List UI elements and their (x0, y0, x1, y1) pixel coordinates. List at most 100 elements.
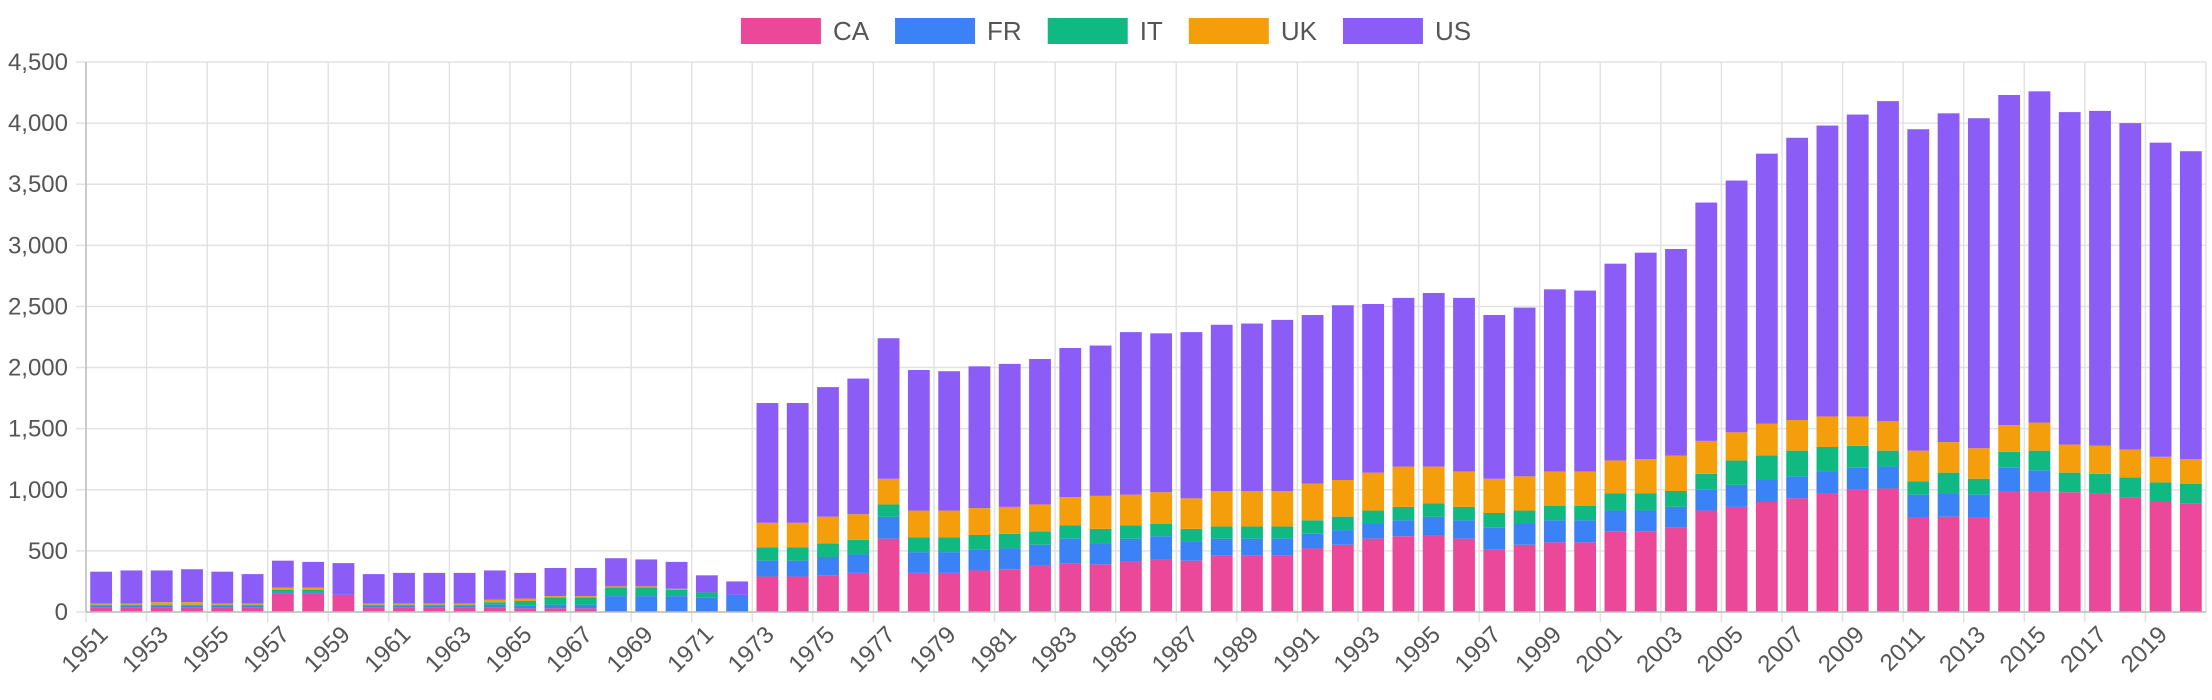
bar-us-1995[interactable] (1422, 293, 1445, 467)
bar-stack-1982[interactable] (1029, 359, 1051, 612)
bar-it-1986[interactable] (1150, 524, 1173, 537)
bar-it-1952[interactable] (120, 604, 143, 606)
bar-uk-2008[interactable] (1816, 416, 1839, 447)
bar-fr-1998[interactable] (1513, 524, 1536, 545)
bar-stack-2018[interactable] (2119, 123, 2142, 612)
bar-stack-1979[interactable] (938, 371, 961, 612)
bar-fr-1991[interactable] (1301, 533, 1324, 549)
bar-fr-1962[interactable] (423, 605, 446, 608)
bar-stack-1994[interactable] (1392, 297, 1415, 612)
bar-uk-1989[interactable] (1241, 491, 1263, 527)
bar-ca-1975[interactable] (817, 575, 839, 612)
bar-uk-1962[interactable] (423, 603, 446, 605)
bar-fr-1957[interactable] (271, 592, 294, 594)
bar-uk-2017[interactable] (2089, 445, 2111, 474)
bar-it-1990[interactable] (1271, 526, 1294, 539)
bar-uk-1967[interactable] (574, 596, 597, 598)
bar-uk-1966[interactable] (544, 596, 567, 598)
bar-us-2011[interactable] (1907, 129, 1930, 451)
bar-ca-1980[interactable] (968, 570, 991, 612)
bar-uk-1986[interactable] (1150, 492, 1173, 524)
bar-fr-1999[interactable] (1543, 520, 1566, 543)
bar-us-1968[interactable] (605, 558, 627, 587)
bar-it-1968[interactable] (605, 587, 627, 597)
bar-us-1956[interactable] (241, 574, 264, 604)
bar-ca-1993[interactable] (1362, 538, 1385, 612)
bar-uk-1993[interactable] (1362, 472, 1385, 511)
bar-uk-2019[interactable] (2149, 456, 2172, 483)
bar-stack-1970[interactable] (665, 561, 688, 612)
bar-ca-1963[interactable] (453, 607, 476, 612)
bar-uk-1978[interactable] (907, 510, 930, 538)
bar-us-1959[interactable] (332, 563, 355, 595)
bar-us-2001[interactable] (1604, 263, 1627, 461)
bar-ca-2014[interactable] (1998, 491, 2021, 612)
bar-us-2006[interactable] (1755, 153, 1778, 424)
bar-it-1957[interactable] (271, 590, 294, 593)
bar-ca-1979[interactable] (938, 572, 961, 612)
bar-us-1993[interactable] (1362, 304, 1385, 473)
bar-ca-2001[interactable] (1604, 531, 1627, 612)
bar-it-1962[interactable] (423, 604, 446, 606)
legend-item-ca[interactable]: CA (740, 16, 870, 46)
bar-it-1992[interactable] (1331, 516, 1354, 531)
bar-it-2005[interactable] (1725, 460, 1748, 485)
bar-ca-1983[interactable] (1059, 563, 1082, 612)
bar-uk-1981[interactable] (998, 506, 1021, 534)
bar-stack-1960[interactable] (362, 574, 385, 612)
bar-fr-1956[interactable] (241, 605, 264, 608)
bar-fr-2013[interactable] (1967, 494, 1990, 518)
bar-stack-2013[interactable] (1967, 118, 1990, 612)
bar-uk-2003[interactable] (1665, 455, 1687, 491)
bar-uk-1965[interactable] (514, 598, 537, 601)
bar-us-2010[interactable] (1877, 101, 1899, 422)
bar-us-1951[interactable] (90, 571, 113, 604)
bar-stack-1975[interactable] (817, 387, 839, 612)
bar-stack-1962[interactable] (423, 572, 446, 612)
bar-ca-1952[interactable] (120, 607, 143, 612)
bar-it-1973[interactable] (756, 547, 779, 561)
bar-stack-1993[interactable] (1362, 304, 1385, 612)
bar-fr-1961[interactable] (393, 605, 415, 608)
bar-it-2004[interactable] (1695, 473, 1718, 490)
bar-uk-1998[interactable] (1513, 476, 1536, 511)
bar-ca-1981[interactable] (998, 569, 1021, 612)
bar-ca-1990[interactable] (1271, 555, 1294, 612)
bar-us-1976[interactable] (847, 378, 870, 515)
bar-fr-1971[interactable] (695, 597, 718, 612)
bar-us-1979[interactable] (938, 371, 961, 511)
bar-us-2005[interactable] (1725, 180, 1748, 433)
bar-ca-2016[interactable] (2058, 492, 2081, 612)
bar-it-1970[interactable] (665, 590, 688, 597)
bar-fr-1958[interactable] (302, 592, 325, 594)
bar-ca-2007[interactable] (1786, 498, 1809, 612)
bar-stack-2012[interactable] (1937, 113, 1960, 612)
bar-fr-1968[interactable] (605, 596, 627, 612)
bar-it-1969[interactable] (635, 587, 658, 597)
bar-it-1982[interactable] (1029, 531, 1051, 545)
bar-uk-2001[interactable] (1604, 460, 1627, 494)
bar-ca-2019[interactable] (2149, 502, 2172, 612)
bar-fr-2010[interactable] (1877, 466, 1899, 489)
bar-ca-2012[interactable] (1937, 516, 1960, 612)
bar-stack-1966[interactable] (544, 568, 567, 612)
bar-uk-1960[interactable] (362, 603, 385, 605)
bar-ca-2003[interactable] (1665, 527, 1687, 612)
bar-us-1987[interactable] (1180, 332, 1203, 499)
bar-ca-1992[interactable] (1331, 544, 1354, 612)
bar-fr-1989[interactable] (1241, 538, 1263, 556)
bar-stack-1976[interactable] (847, 378, 870, 612)
bar-fr-1990[interactable] (1271, 538, 1294, 556)
bar-stack-1959[interactable] (332, 563, 355, 612)
bar-stack-1956[interactable] (241, 574, 264, 612)
bar-stack-1986[interactable] (1150, 333, 1173, 612)
bar-ca-2010[interactable] (1877, 488, 1899, 612)
bar-us-1952[interactable] (120, 570, 143, 604)
bar-it-1984[interactable] (1089, 528, 1112, 544)
bar-it-1989[interactable] (1241, 526, 1263, 539)
bar-stack-1990[interactable] (1271, 319, 1294, 612)
bar-it-1958[interactable] (302, 590, 325, 593)
bar-us-1960[interactable] (362, 574, 385, 604)
bar-ca-1977[interactable] (877, 538, 900, 612)
bar-us-2015[interactable] (2028, 91, 2051, 423)
